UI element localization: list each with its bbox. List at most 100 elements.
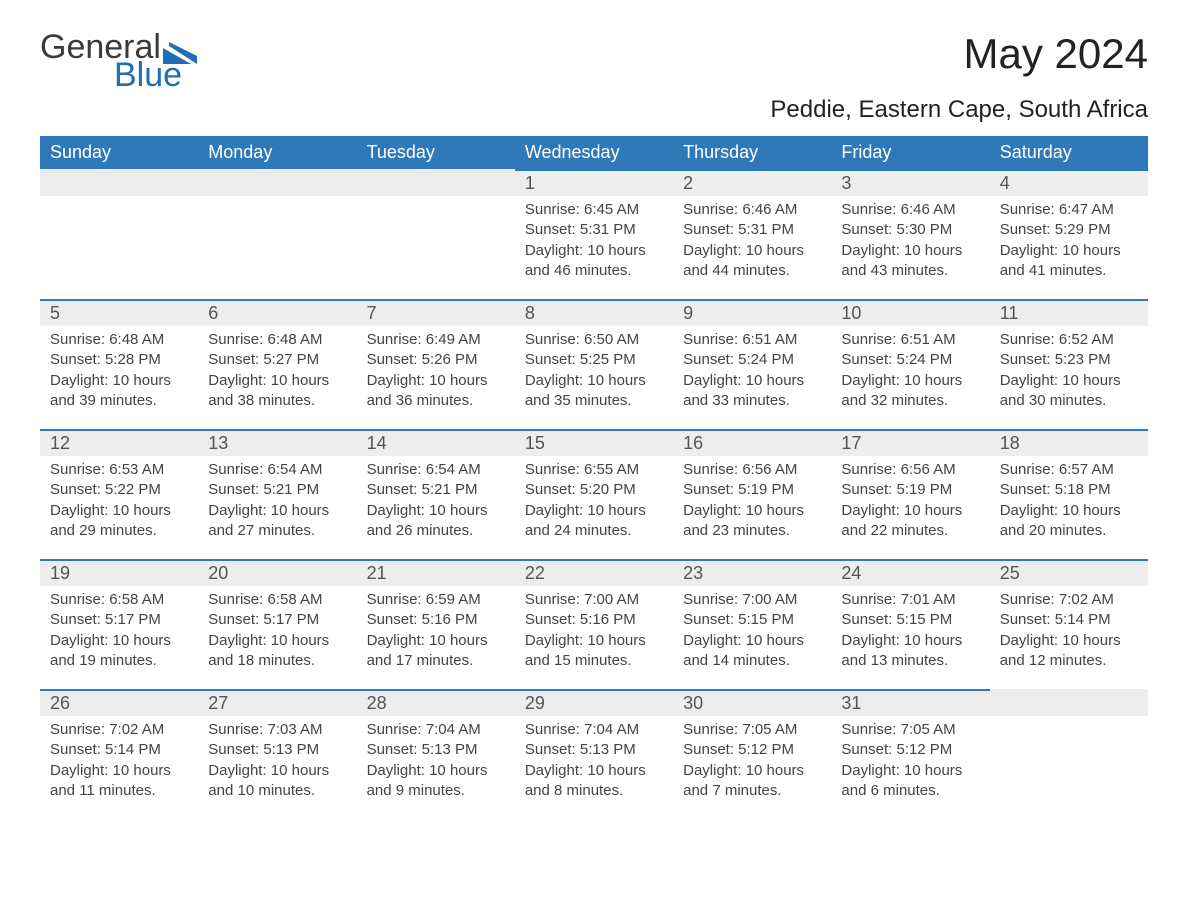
day-body: Sunrise: 7:00 AMSunset: 5:16 PMDaylight:… (515, 586, 673, 681)
calendar-week-row: 12Sunrise: 6:53 AMSunset: 5:22 PMDayligh… (40, 429, 1148, 559)
weekday-header-row: SundayMondayTuesdayWednesdayThursdayFrid… (40, 136, 1148, 169)
calendar-cell: 17Sunrise: 6:56 AMSunset: 5:19 PMDayligh… (831, 429, 989, 559)
day-number: 26 (40, 691, 198, 716)
calendar-cell: 27Sunrise: 7:03 AMSunset: 5:13 PMDayligh… (198, 689, 356, 819)
day-number: 20 (198, 561, 356, 586)
day-body: Sunrise: 6:49 AMSunset: 5:26 PMDaylight:… (357, 326, 515, 421)
calendar-cell: 23Sunrise: 7:00 AMSunset: 5:15 PMDayligh… (673, 559, 831, 689)
day-number: 3 (831, 171, 989, 196)
calendar-cell: 24Sunrise: 7:01 AMSunset: 5:15 PMDayligh… (831, 559, 989, 689)
calendar-cell: 2Sunrise: 6:46 AMSunset: 5:31 PMDaylight… (673, 169, 831, 299)
calendar-cell: 14Sunrise: 6:54 AMSunset: 5:21 PMDayligh… (357, 429, 515, 559)
day-number: 23 (673, 561, 831, 586)
day-number: 13 (198, 431, 356, 456)
day-body: Sunrise: 6:45 AMSunset: 5:31 PMDaylight:… (515, 196, 673, 291)
calendar-cell: 1Sunrise: 6:45 AMSunset: 5:31 PMDaylight… (515, 169, 673, 299)
day-number: 29 (515, 691, 673, 716)
day-body: Sunrise: 7:04 AMSunset: 5:13 PMDaylight:… (357, 716, 515, 811)
calendar-cell: 18Sunrise: 6:57 AMSunset: 5:18 PMDayligh… (990, 429, 1148, 559)
weekday-header: Wednesday (515, 136, 673, 169)
day-number: 16 (673, 431, 831, 456)
day-number: 8 (515, 301, 673, 326)
day-number: 6 (198, 301, 356, 326)
calendar-week-row: 1Sunrise: 6:45 AMSunset: 5:31 PMDaylight… (40, 169, 1148, 299)
day-body: Sunrise: 7:04 AMSunset: 5:13 PMDaylight:… (515, 716, 673, 811)
day-body: Sunrise: 6:46 AMSunset: 5:31 PMDaylight:… (673, 196, 831, 291)
calendar-cell: 5Sunrise: 6:48 AMSunset: 5:28 PMDaylight… (40, 299, 198, 429)
day-body: Sunrise: 6:56 AMSunset: 5:19 PMDaylight:… (673, 456, 831, 551)
calendar-cell (40, 169, 198, 299)
day-number: 7 (357, 301, 515, 326)
calendar-cell: 19Sunrise: 6:58 AMSunset: 5:17 PMDayligh… (40, 559, 198, 689)
calendar-week-row: 5Sunrise: 6:48 AMSunset: 5:28 PMDaylight… (40, 299, 1148, 429)
calendar-cell: 20Sunrise: 6:58 AMSunset: 5:17 PMDayligh… (198, 559, 356, 689)
day-body: Sunrise: 6:56 AMSunset: 5:19 PMDaylight:… (831, 456, 989, 551)
calendar-cell: 13Sunrise: 6:54 AMSunset: 5:21 PMDayligh… (198, 429, 356, 559)
day-body: Sunrise: 6:54 AMSunset: 5:21 PMDaylight:… (198, 456, 356, 551)
day-body: Sunrise: 6:58 AMSunset: 5:17 PMDaylight:… (198, 586, 356, 681)
calendar-cell: 25Sunrise: 7:02 AMSunset: 5:14 PMDayligh… (990, 559, 1148, 689)
day-number: 11 (990, 301, 1148, 326)
day-number: 18 (990, 431, 1148, 456)
day-number: 22 (515, 561, 673, 586)
day-number: 12 (40, 431, 198, 456)
calendar-cell: 22Sunrise: 7:00 AMSunset: 5:16 PMDayligh… (515, 559, 673, 689)
weekday-header: Sunday (40, 136, 198, 169)
day-body: Sunrise: 6:55 AMSunset: 5:20 PMDaylight:… (515, 456, 673, 551)
weekday-header: Friday (831, 136, 989, 169)
day-number: 14 (357, 431, 515, 456)
day-body: Sunrise: 7:05 AMSunset: 5:12 PMDaylight:… (673, 716, 831, 811)
calendar-cell: 9Sunrise: 6:51 AMSunset: 5:24 PMDaylight… (673, 299, 831, 429)
calendar-cell: 21Sunrise: 6:59 AMSunset: 5:16 PMDayligh… (357, 559, 515, 689)
calendar-cell: 15Sunrise: 6:55 AMSunset: 5:20 PMDayligh… (515, 429, 673, 559)
calendar-cell: 11Sunrise: 6:52 AMSunset: 5:23 PMDayligh… (990, 299, 1148, 429)
calendar-cell: 26Sunrise: 7:02 AMSunset: 5:14 PMDayligh… (40, 689, 198, 819)
calendar-cell: 12Sunrise: 6:53 AMSunset: 5:22 PMDayligh… (40, 429, 198, 559)
day-number: 19 (40, 561, 198, 586)
day-body: Sunrise: 6:52 AMSunset: 5:23 PMDaylight:… (990, 326, 1148, 421)
calendar-week-row: 19Sunrise: 6:58 AMSunset: 5:17 PMDayligh… (40, 559, 1148, 689)
calendar-cell: 30Sunrise: 7:05 AMSunset: 5:12 PMDayligh… (673, 689, 831, 819)
day-body: Sunrise: 6:50 AMSunset: 5:25 PMDaylight:… (515, 326, 673, 421)
weekday-header: Monday (198, 136, 356, 169)
calendar-cell: 16Sunrise: 6:56 AMSunset: 5:19 PMDayligh… (673, 429, 831, 559)
calendar-cell: 28Sunrise: 7:04 AMSunset: 5:13 PMDayligh… (357, 689, 515, 819)
day-number: 5 (40, 301, 198, 326)
calendar-cell: 8Sunrise: 6:50 AMSunset: 5:25 PMDaylight… (515, 299, 673, 429)
day-number: 4 (990, 171, 1148, 196)
day-number: 15 (515, 431, 673, 456)
day-body: Sunrise: 7:02 AMSunset: 5:14 PMDaylight:… (40, 716, 198, 811)
day-body: Sunrise: 6:51 AMSunset: 5:24 PMDaylight:… (831, 326, 989, 421)
calendar-cell: 3Sunrise: 6:46 AMSunset: 5:30 PMDaylight… (831, 169, 989, 299)
day-body: Sunrise: 6:46 AMSunset: 5:30 PMDaylight:… (831, 196, 989, 291)
day-body: Sunrise: 6:58 AMSunset: 5:17 PMDaylight:… (40, 586, 198, 681)
day-body: Sunrise: 6:51 AMSunset: 5:24 PMDaylight:… (673, 326, 831, 421)
day-number: 27 (198, 691, 356, 716)
calendar-cell (357, 169, 515, 299)
day-body: Sunrise: 7:01 AMSunset: 5:15 PMDaylight:… (831, 586, 989, 681)
calendar-cell: 4Sunrise: 6:47 AMSunset: 5:29 PMDaylight… (990, 169, 1148, 299)
day-body: Sunrise: 7:05 AMSunset: 5:12 PMDaylight:… (831, 716, 989, 811)
day-body: Sunrise: 6:53 AMSunset: 5:22 PMDaylight:… (40, 456, 198, 551)
calendar-cell: 10Sunrise: 6:51 AMSunset: 5:24 PMDayligh… (831, 299, 989, 429)
weekday-header: Saturday (990, 136, 1148, 169)
day-number: 17 (831, 431, 989, 456)
day-number: 2 (673, 171, 831, 196)
day-number: 21 (357, 561, 515, 586)
day-number: 24 (831, 561, 989, 586)
logo-text-blue: Blue (114, 58, 182, 92)
day-body: Sunrise: 6:54 AMSunset: 5:21 PMDaylight:… (357, 456, 515, 551)
calendar-cell: 7Sunrise: 6:49 AMSunset: 5:26 PMDaylight… (357, 299, 515, 429)
logo: General Blue (40, 30, 197, 92)
day-number: 30 (673, 691, 831, 716)
calendar-cell: 31Sunrise: 7:05 AMSunset: 5:12 PMDayligh… (831, 689, 989, 819)
day-body: Sunrise: 7:03 AMSunset: 5:13 PMDaylight:… (198, 716, 356, 811)
calendar-week-row: 26Sunrise: 7:02 AMSunset: 5:14 PMDayligh… (40, 689, 1148, 819)
day-number: 25 (990, 561, 1148, 586)
day-body: Sunrise: 6:57 AMSunset: 5:18 PMDaylight:… (990, 456, 1148, 551)
day-body: Sunrise: 7:00 AMSunset: 5:15 PMDaylight:… (673, 586, 831, 681)
day-body: Sunrise: 7:02 AMSunset: 5:14 PMDaylight:… (990, 586, 1148, 681)
day-number: 28 (357, 691, 515, 716)
day-body: Sunrise: 6:48 AMSunset: 5:27 PMDaylight:… (198, 326, 356, 421)
page-title: May 2024 (964, 30, 1148, 78)
